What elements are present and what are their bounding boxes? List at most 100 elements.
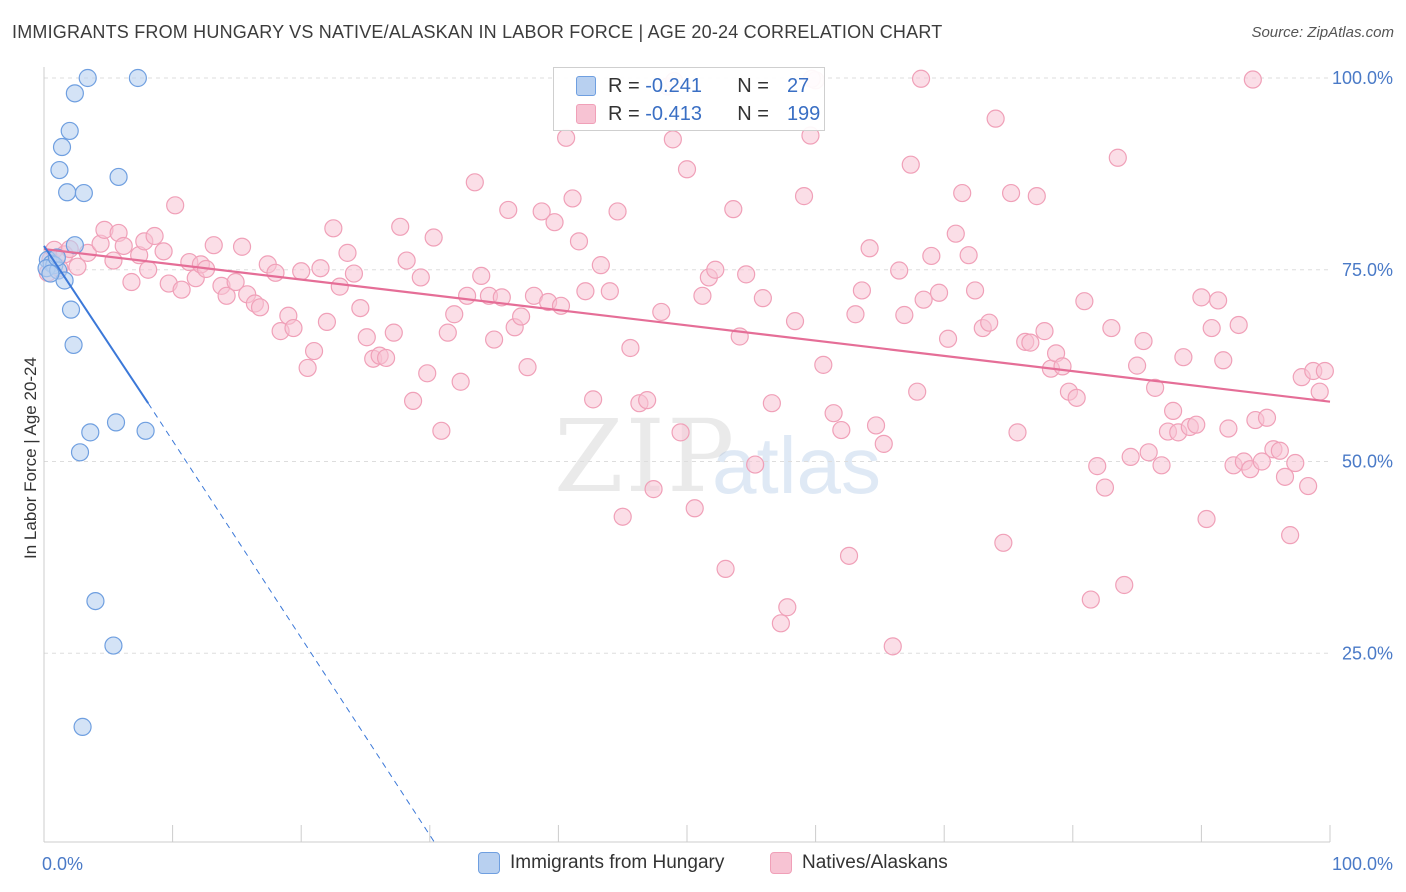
y-tick-label: 100.0%: [1332, 68, 1393, 88]
native-point: [874, 434, 893, 453]
hungary-point: [74, 183, 93, 203]
legend-row-hungary: R = -0.241 N = 27: [554, 73, 809, 99]
native-point: [563, 189, 582, 208]
native-point: [114, 236, 133, 256]
native-point: [298, 358, 317, 378]
tick-labels: 25.0% 50.0% 75.0% 100.0% 0.0% 100.0%: [42, 68, 1393, 874]
hungary-point: [50, 160, 69, 180]
y-tick-label: 75.0%: [1342, 260, 1393, 280]
hungary-point: [128, 68, 147, 88]
native-point: [922, 246, 941, 266]
native-point: [457, 286, 477, 305]
native-point: [1081, 590, 1100, 609]
legend-n-value: 27: [786, 74, 810, 97]
native-point: [1008, 423, 1027, 442]
chart-title: IMMIGRANTS FROM HUNGARY VS NATIVE/ALASKA…: [12, 22, 943, 42]
native-point: [1108, 148, 1127, 167]
native-point: [266, 263, 285, 282]
hungary-point: [73, 717, 92, 736]
hungary-point: [78, 68, 97, 88]
hungary-trend-extension: [147, 402, 437, 846]
native-point: [737, 265, 756, 284]
native-point: [172, 280, 191, 299]
native-point: [584, 390, 603, 409]
native-point: [344, 264, 364, 283]
y-tick-label: 50.0%: [1342, 452, 1393, 472]
hungary-point: [86, 591, 105, 611]
hungary-point: [58, 183, 77, 202]
native-point: [465, 173, 484, 192]
bottom-legend-label-hungary: Immigrants from Hungary: [510, 852, 725, 873]
native-point: [492, 288, 511, 307]
legend-r-value: -0.241: [645, 74, 702, 97]
native-point: [1315, 361, 1334, 381]
native-point: [663, 130, 682, 149]
hungary-point: [61, 300, 81, 319]
native-point: [217, 286, 236, 305]
native-point: [591, 256, 610, 275]
native-point: [122, 272, 141, 292]
native-point: [557, 128, 576, 147]
native-point: [204, 236, 223, 255]
native-point: [1001, 183, 1021, 203]
native-point: [911, 69, 931, 88]
hungary-point: [136, 421, 155, 440]
native-point: [1164, 401, 1183, 420]
native-point: [600, 282, 619, 301]
native-point: [472, 266, 491, 285]
native-point: [938, 329, 958, 348]
native-point: [693, 286, 712, 305]
bottom-legend-swatch-native: [770, 852, 792, 874]
native-point: [1202, 318, 1221, 338]
watermark-zip: ZIP: [554, 398, 737, 515]
native-point: [411, 268, 430, 287]
native-point: [644, 480, 663, 499]
native-point: [424, 228, 443, 247]
native-point: [1152, 456, 1171, 475]
native-point: [1075, 292, 1094, 311]
hungary-point: [81, 423, 100, 442]
native-point: [785, 312, 805, 331]
native-point: [1134, 331, 1153, 351]
native-point: [1035, 322, 1054, 341]
native-point: [139, 260, 158, 279]
native-point: [545, 213, 564, 232]
native-point: [1219, 419, 1238, 438]
native-point: [1067, 388, 1086, 407]
native-point: [953, 183, 972, 203]
y-axis-label: In Labor Force | Age 20-24: [21, 357, 40, 559]
bottom-legend-label-native: Natives/Alaskans: [802, 852, 948, 873]
native-point: [852, 281, 871, 300]
native-point: [771, 614, 790, 633]
native-point: [794, 187, 814, 206]
native-point: [576, 282, 595, 301]
native-point: [68, 257, 87, 276]
native-point: [304, 341, 324, 361]
native-point: [753, 289, 772, 308]
hungary-point: [41, 264, 60, 283]
native-point: [1270, 441, 1289, 460]
native-point: [292, 262, 311, 281]
native-point: [376, 348, 396, 368]
native-point: [1027, 187, 1046, 206]
native-point: [512, 307, 531, 326]
hungary-point: [104, 636, 123, 655]
native-point: [403, 391, 423, 411]
native-point: [1209, 291, 1228, 310]
native-point: [518, 358, 537, 377]
native-point: [357, 328, 376, 347]
hungary-point: [64, 335, 83, 355]
native-point: [384, 323, 403, 342]
source-label: Source: ZipAtlas.com: [1251, 24, 1394, 41]
native-point: [677, 160, 697, 179]
native-point: [685, 499, 704, 518]
native-point: [324, 219, 343, 238]
native-point: [418, 364, 437, 383]
native-point: [908, 382, 927, 401]
native-point: [608, 202, 627, 221]
hungary-point: [60, 121, 79, 141]
native-point: [890, 261, 909, 280]
native-point: [250, 298, 270, 317]
native-point: [451, 372, 470, 391]
